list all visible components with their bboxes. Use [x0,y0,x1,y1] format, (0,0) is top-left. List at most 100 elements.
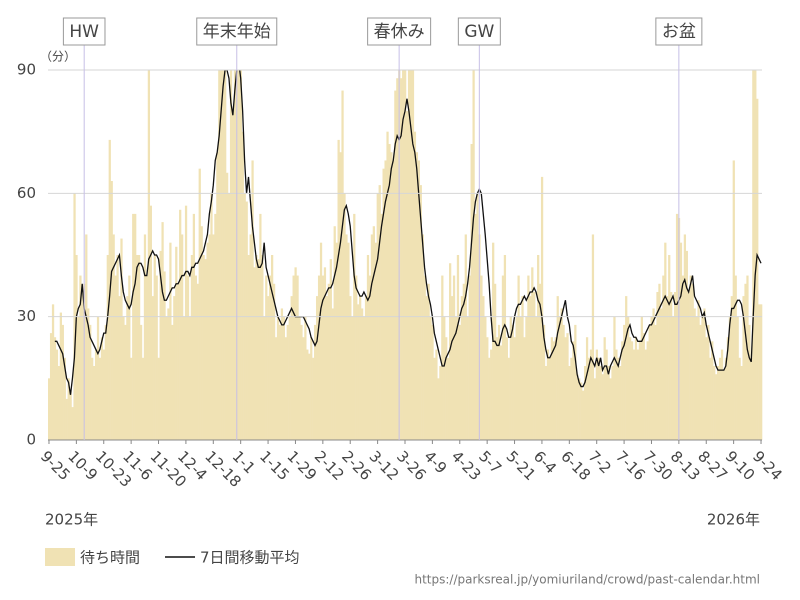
bar [157,357,160,440]
bar [67,378,70,440]
bar [151,296,154,440]
bar [300,324,303,440]
y-tick-label: 0 [26,431,36,449]
lines [54,70,762,395]
bar [134,213,137,440]
x-tick-label: 6-18 [557,447,594,484]
bar [587,357,591,440]
bar [198,168,201,440]
bar [259,213,262,440]
bar [153,255,156,440]
bar [181,234,184,440]
bar [458,324,462,440]
bar [49,333,53,440]
bar [521,296,524,440]
bar [65,398,68,440]
bar [454,316,458,440]
bar [139,324,143,440]
bar [149,205,152,440]
bar [421,234,424,440]
bar [384,160,387,440]
bar [263,316,266,440]
annotation-label: GW [464,22,494,42]
bar [255,255,258,440]
bar [182,316,186,440]
bar [415,152,419,440]
bar [734,275,737,440]
bar [253,267,256,440]
bar [582,390,585,440]
bar [638,341,642,440]
bar [568,366,571,440]
bar [752,70,755,440]
bar [357,304,360,440]
bar [347,242,350,440]
bar [271,255,274,440]
x-tick-label: 3-26 [393,447,430,484]
bar [718,357,722,440]
bar [267,296,270,440]
bar [314,324,317,440]
bar [447,357,450,440]
bar [449,263,452,440]
source: https://parksreal.jp/yomiuriland/crowd/p… [414,573,760,587]
bar [147,70,151,440]
bar [462,283,465,440]
bar [390,152,393,440]
bar [515,316,518,440]
bar [405,111,409,440]
bar [394,90,397,441]
bar [124,324,127,440]
bar [441,275,444,440]
bar [685,250,688,440]
bar [443,316,446,440]
bar [91,357,94,440]
bar [507,357,510,440]
bar [120,238,123,440]
bar [439,366,442,440]
bar [104,324,107,440]
bar [544,366,548,440]
bar [145,275,149,440]
bar [607,366,610,440]
bar [69,390,72,440]
bar [169,242,172,440]
bar [711,341,714,440]
bar [71,407,74,440]
bar [760,304,763,440]
bar [572,341,575,440]
bar [265,275,268,440]
bar [595,349,598,440]
bar [744,283,747,440]
bar [726,337,730,440]
bar [613,316,616,440]
bar [585,337,589,440]
bar [562,324,565,440]
bar [576,374,579,440]
bar [429,316,432,440]
bar [662,275,665,440]
bar [503,255,507,440]
bar [724,357,728,440]
bar [362,316,366,440]
bar [81,292,84,440]
bar [417,160,420,440]
bar [591,234,595,440]
bar [628,337,632,440]
bar [143,234,147,440]
bar [335,242,338,440]
bar [75,255,78,440]
bar [98,357,102,440]
bar [627,316,630,440]
bar [468,275,471,440]
bar [331,308,334,440]
bar [646,341,649,440]
bar [738,357,741,440]
bar [529,296,532,440]
bar [740,366,743,440]
bar [249,234,252,440]
bar [312,357,315,440]
bar [304,316,307,440]
bar [200,226,203,440]
bar [701,316,704,440]
